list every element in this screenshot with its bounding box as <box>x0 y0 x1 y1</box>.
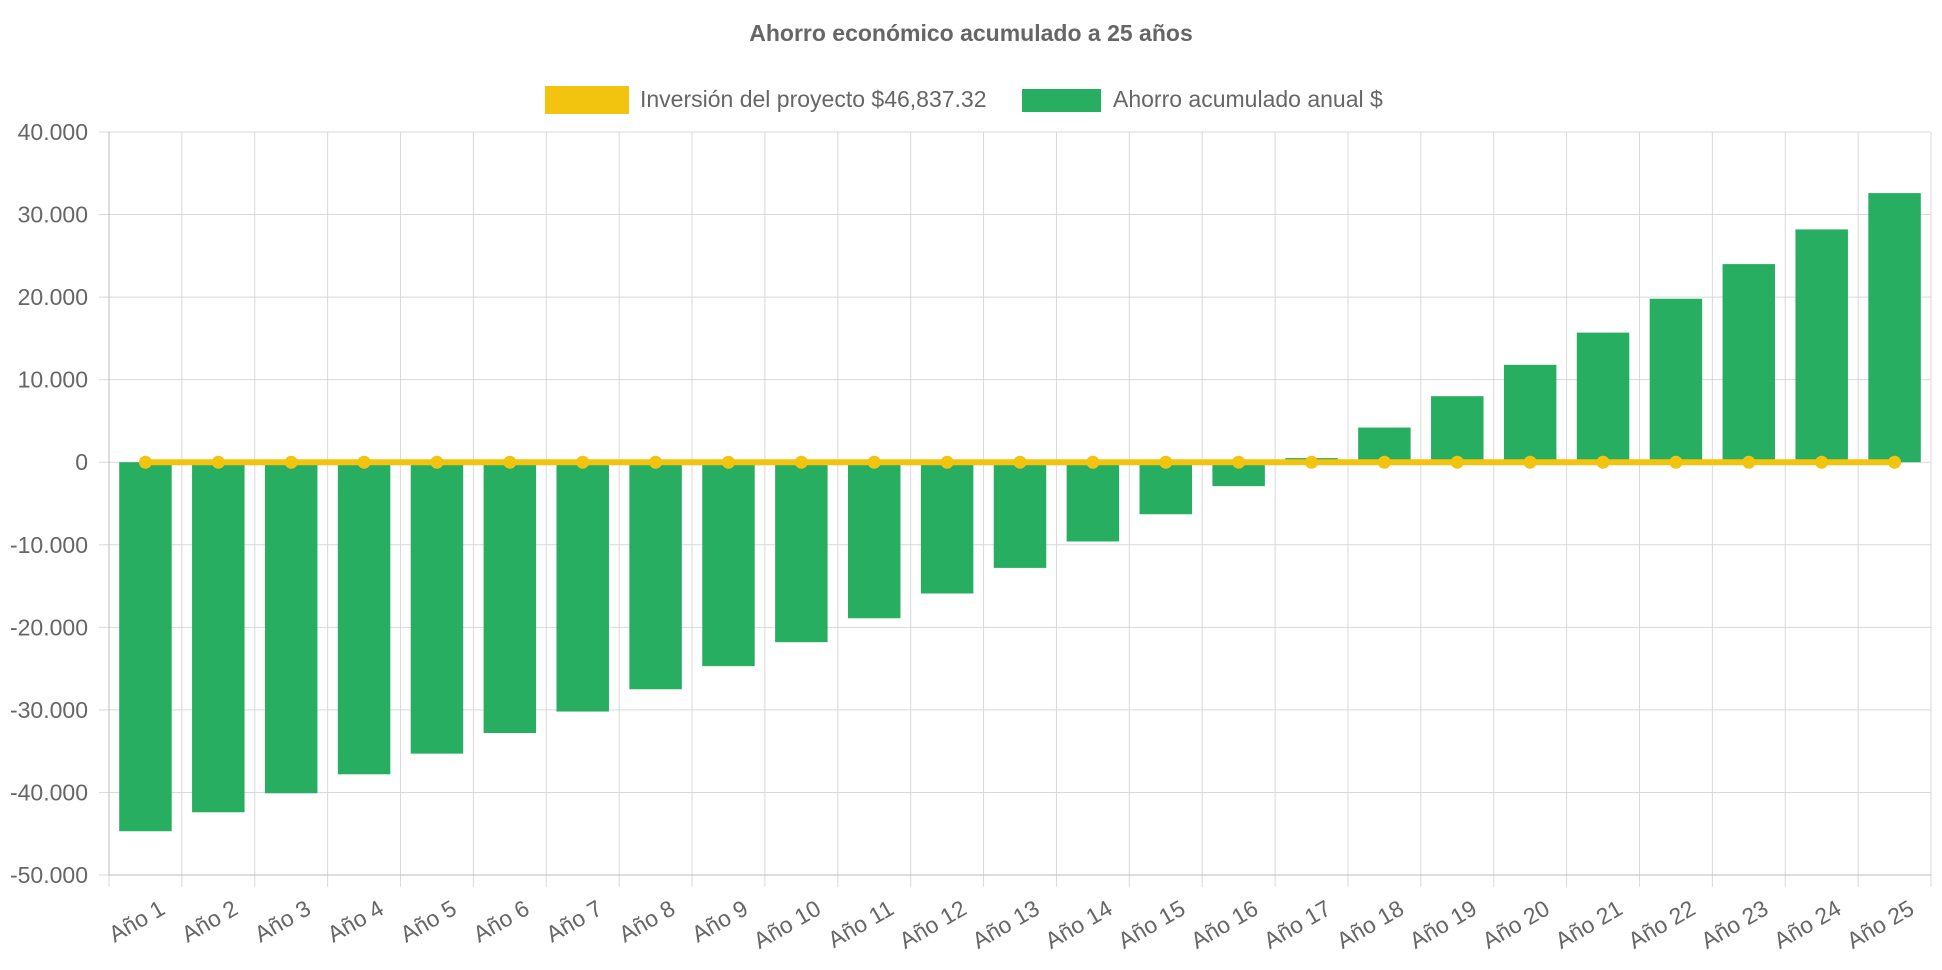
bar-5[interactable] <box>410 462 464 754</box>
y-axis: 40.000 30.000 20.000 10.000 0 -10.000 -20.000 -… <box>10 119 110 888</box>
x-tick-label: Año 6 <box>468 895 533 948</box>
legend-label-investment: Inversión del proyecto $46,837.32 <box>640 86 987 112</box>
x-tick-label: Año 24 <box>1769 895 1845 954</box>
x-tick-label: Año 10 <box>749 895 825 954</box>
y-tick-label: -50.000 <box>10 862 88 888</box>
investment-point-16[interactable] <box>1232 455 1246 469</box>
y-tick-label: 30.000 <box>18 202 88 228</box>
x-tick-label: Año 4 <box>323 895 388 948</box>
investment-point-25[interactable] <box>1888 455 1902 469</box>
legend: Inversión del proyecto $46,837.32 Ahorro… <box>545 86 1383 114</box>
bar-14[interactable] <box>1066 462 1120 542</box>
legend-item-investment[interactable]: Inversión del proyecto $46,837.32 <box>545 86 987 114</box>
investment-point-21[interactable] <box>1596 455 1610 469</box>
investment-point-7[interactable] <box>576 455 590 469</box>
y-tick-label: 20.000 <box>18 284 88 310</box>
bar-21[interactable] <box>1576 332 1630 463</box>
x-tick-label: Año 12 <box>895 895 971 954</box>
bar-19[interactable] <box>1431 396 1484 463</box>
legend-swatch-savings <box>1022 89 1101 112</box>
investment-point-5[interactable] <box>430 455 444 469</box>
x-tick-label: Año 9 <box>687 895 752 948</box>
y-tick-label: 0 <box>75 449 88 475</box>
bar-4[interactable] <box>337 462 391 775</box>
bar-11[interactable] <box>848 462 901 619</box>
line-series-investment <box>138 455 1902 469</box>
legend-swatch-investment <box>545 86 629 114</box>
bar-series-savings <box>119 193 1921 832</box>
bar-10[interactable] <box>775 462 828 643</box>
bar-23[interactable] <box>1722 264 1776 463</box>
y-tick-label: -20.000 <box>10 614 88 640</box>
investment-point-13[interactable] <box>1013 455 1027 469</box>
bar-24[interactable] <box>1795 229 1848 463</box>
bar-8[interactable] <box>629 462 682 690</box>
x-axis: Año 1 Año 2 Año 3 Año 4 Año 5 Año 6 Año 7 Año 8… <box>104 874 1931 954</box>
bar-9[interactable] <box>702 462 755 667</box>
investment-point-10[interactable] <box>794 455 808 469</box>
x-tick-label: Año 5 <box>396 895 461 948</box>
investment-point-6[interactable] <box>503 455 517 469</box>
bar-20[interactable] <box>1503 364 1557 463</box>
chart-title: Ahorro económico acumulado a 25 años <box>749 20 1193 46</box>
bar-12[interactable] <box>920 462 974 594</box>
x-tick-label: Año 17 <box>1259 895 1335 954</box>
x-tick-label: Año 22 <box>1623 895 1699 954</box>
investment-point-4[interactable] <box>357 455 371 469</box>
y-tick-label: 10.000 <box>18 367 88 393</box>
bar-2[interactable] <box>192 462 245 813</box>
investment-point-19[interactable] <box>1450 455 1464 469</box>
x-tick-label: Año 7 <box>541 895 606 948</box>
x-tick-label: Año 11 <box>823 895 898 953</box>
y-tick-label: -10.000 <box>10 532 88 558</box>
investment-point-2[interactable] <box>211 455 225 469</box>
x-tick-label: Año 1 <box>104 895 169 948</box>
x-tick-label: Año 3 <box>250 895 315 948</box>
y-tick-label: -30.000 <box>10 697 88 723</box>
x-tick-label: Año 2 <box>177 895 242 948</box>
x-tick-label: Año 8 <box>614 895 679 948</box>
legend-item-savings[interactable]: Ahorro acumulado anual $ <box>1022 86 1383 112</box>
investment-point-18[interactable] <box>1377 455 1391 469</box>
x-tick-label: Año 13 <box>968 895 1044 954</box>
investment-point-20[interactable] <box>1523 455 1537 469</box>
x-tick-label: Año 21 <box>1551 895 1627 954</box>
investment-point-3[interactable] <box>284 455 298 469</box>
bar-13[interactable] <box>993 462 1047 568</box>
bar-22[interactable] <box>1649 298 1703 463</box>
investment-point-22[interactable] <box>1669 455 1683 469</box>
x-tick-label: Año 15 <box>1113 895 1189 954</box>
investment-point-9[interactable] <box>721 455 735 469</box>
investment-point-12[interactable] <box>940 455 954 469</box>
bar-16[interactable] <box>1212 462 1265 487</box>
investment-point-23[interactable] <box>1742 455 1756 469</box>
x-tick-label: Año 16 <box>1186 895 1262 954</box>
investment-point-15[interactable] <box>1159 455 1173 469</box>
y-tick-label: -40.000 <box>10 779 88 805</box>
x-tick-label: Año 23 <box>1696 895 1772 954</box>
bar-7[interactable] <box>556 462 609 712</box>
investment-point-11[interactable] <box>867 455 881 469</box>
x-tick-label: Año 19 <box>1405 895 1481 954</box>
legend-label-savings: Ahorro acumulado anual $ <box>1113 86 1383 112</box>
x-tick-label: Año 14 <box>1040 895 1116 954</box>
bar-15[interactable] <box>1139 462 1192 515</box>
x-tick-label: Año 20 <box>1478 895 1554 954</box>
investment-point-1[interactable] <box>138 455 152 469</box>
bar-1[interactable] <box>119 462 172 832</box>
y-tick-label: 40.000 <box>18 119 88 145</box>
x-tick-label: Año 18 <box>1332 895 1408 954</box>
investment-point-17[interactable] <box>1305 455 1319 469</box>
investment-point-14[interactable] <box>1086 455 1100 469</box>
investment-point-24[interactable] <box>1815 455 1829 469</box>
bar-6[interactable] <box>483 462 537 734</box>
x-tick-label: Año 25 <box>1842 895 1918 954</box>
investment-point-8[interactable] <box>649 455 663 469</box>
bar-3[interactable] <box>264 462 318 794</box>
bar-25[interactable] <box>1868 193 1921 463</box>
